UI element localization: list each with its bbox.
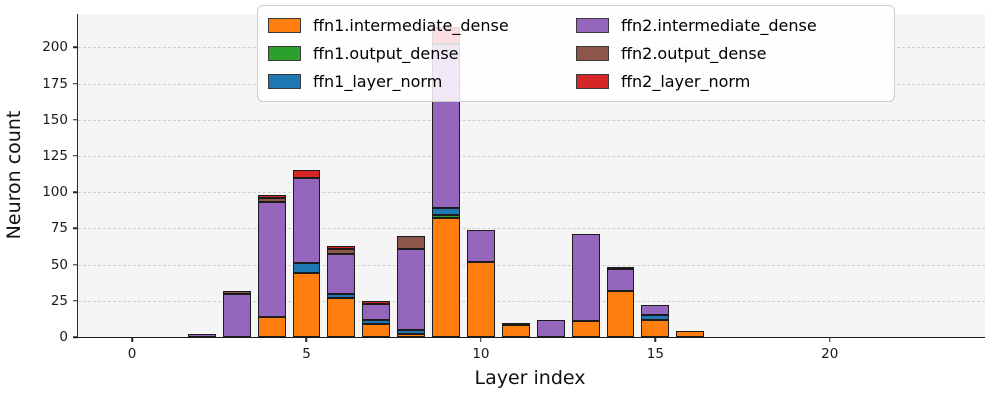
legend-entry: ffn2.output_dense bbox=[576, 44, 884, 63]
y-tick-label: 125 bbox=[42, 147, 68, 164]
legend-entry: ffn1.intermediate_dense bbox=[268, 16, 576, 35]
y-tick-mark bbox=[73, 46, 78, 49]
bar-segment-ffn1.intermediate_dense bbox=[362, 323, 391, 337]
y-tick-label: 100 bbox=[42, 184, 68, 201]
bar-segment-ffn1.intermediate_dense bbox=[292, 273, 321, 337]
legend-entry: ffn2_layer_norm bbox=[576, 72, 884, 91]
legend-swatch-icon bbox=[576, 18, 609, 34]
y-axis-label: Neuron count bbox=[3, 110, 25, 240]
bar-segment-ffn1.intermediate_dense bbox=[466, 261, 495, 337]
bar-segment-ffn1.intermediate_dense bbox=[501, 325, 530, 337]
gridline bbox=[78, 155, 985, 157]
bar-segment-ffn2.output_dense bbox=[397, 235, 426, 249]
x-tick-mark bbox=[829, 337, 831, 342]
x-tick-mark bbox=[305, 337, 308, 342]
bar-segment-ffn2.intermediate_dense bbox=[292, 177, 321, 264]
x-tick-mark bbox=[131, 337, 133, 342]
x-tick-mark bbox=[654, 337, 657, 342]
bar-segment-ffn2.intermediate_dense bbox=[187, 334, 216, 337]
bar-segment-ffn1.intermediate_dense bbox=[397, 334, 426, 337]
bar-segment-ffn2_layer_norm bbox=[257, 195, 286, 198]
bar-segment-ffn2.intermediate_dense bbox=[501, 322, 530, 326]
legend-label: ffn1.output_dense bbox=[313, 43, 459, 63]
legend-entry: ffn1_layer_norm bbox=[268, 72, 576, 91]
legend-swatch-icon bbox=[576, 73, 609, 89]
legend-swatch-icon bbox=[268, 45, 301, 61]
y-tick-label: 200 bbox=[42, 39, 68, 56]
bar-segment-ffn1_layer_norm bbox=[397, 329, 426, 335]
bar-segment-ffn1_layer_norm bbox=[641, 315, 670, 320]
bar-segment-ffn2.intermediate_dense bbox=[222, 293, 251, 337]
bar-segment-ffn1.output_dense bbox=[432, 215, 460, 219]
legend-label: ffn2_layer_norm bbox=[621, 71, 751, 91]
bar-segment-ffn2.intermediate_dense bbox=[257, 202, 286, 317]
bar-segment-ffn1.intermediate_dense bbox=[641, 319, 670, 337]
bar-segment-ffn2.output_dense bbox=[606, 267, 635, 270]
y-tick-label: 25 bbox=[50, 292, 68, 309]
bar-segment-ffn1.intermediate_dense bbox=[432, 218, 460, 337]
bar-segment-ffn2_layer_norm bbox=[327, 245, 356, 249]
y-tick-mark bbox=[73, 336, 78, 338]
y-tick-label: 75 bbox=[50, 220, 68, 237]
bar-segment-ffn2.intermediate_dense bbox=[362, 303, 391, 320]
bar-segment-ffn1_layer_norm bbox=[432, 208, 460, 216]
y-tick-label: 50 bbox=[50, 256, 68, 273]
bar-segment-ffn1_layer_norm bbox=[327, 293, 356, 298]
legend-entry: ffn2.intermediate_dense bbox=[576, 16, 884, 35]
bar-segment-ffn2.intermediate_dense bbox=[571, 234, 600, 322]
x-axis-label: Layer index bbox=[474, 367, 586, 389]
legend-swatch-icon bbox=[268, 73, 301, 89]
x-tick-mark bbox=[480, 337, 482, 342]
legend-swatch-icon bbox=[576, 45, 609, 61]
legend-label: ffn2.output_dense bbox=[621, 43, 767, 63]
bar-segment-ffn1.intermediate_dense bbox=[676, 331, 705, 337]
y-tick-mark bbox=[73, 118, 78, 121]
bar-segment-ffn2_layer_norm bbox=[292, 170, 321, 178]
y-tick-label: 0 bbox=[59, 329, 68, 345]
bar-segment-ffn2_layer_norm bbox=[362, 300, 391, 304]
x-tick-label: 15 bbox=[646, 346, 664, 362]
legend-swatch-icon bbox=[268, 18, 301, 34]
legend-label: ffn1.intermediate_dense bbox=[313, 16, 509, 36]
gridline bbox=[78, 119, 985, 121]
y-tick-mark bbox=[73, 191, 78, 193]
x-tick-label: 20 bbox=[821, 346, 839, 362]
bar-segment-ffn1_layer_norm bbox=[362, 319, 391, 324]
bar-segment-ffn2.intermediate_dense bbox=[606, 268, 635, 291]
bar-segment-ffn2.intermediate_dense bbox=[397, 248, 426, 330]
y-tick-mark bbox=[73, 155, 78, 157]
gridline bbox=[78, 192, 985, 194]
legend-entry: ffn1.output_dense bbox=[268, 44, 576, 63]
gridline bbox=[78, 300, 985, 302]
y-tick-mark bbox=[73, 263, 78, 266]
y-tick-mark bbox=[73, 82, 78, 85]
legend-label: ffn2.intermediate_dense bbox=[621, 16, 817, 36]
y-tick-mark bbox=[73, 300, 78, 302]
bar-segment-ffn2.intermediate_dense bbox=[466, 229, 495, 262]
bar-segment-ffn2.intermediate_dense bbox=[641, 305, 670, 316]
gridline bbox=[78, 264, 985, 266]
y-tick-mark bbox=[73, 227, 78, 230]
bar-segment-ffn1.intermediate_dense bbox=[606, 290, 635, 337]
bar-segment-ffn1.intermediate_dense bbox=[571, 321, 600, 337]
gridline bbox=[78, 228, 985, 230]
x-tick-label: 0 bbox=[127, 346, 137, 362]
bar-segment-ffn1_layer_norm bbox=[292, 263, 321, 274]
bar-segment-ffn1.intermediate_dense bbox=[327, 297, 356, 337]
bar-segment-ffn2.output_dense bbox=[327, 248, 356, 255]
bar-segment-ffn2.intermediate_dense bbox=[327, 254, 356, 294]
legend-label: ffn1_layer_norm bbox=[313, 71, 443, 91]
legend: ffn1.intermediate_dense ffn1.output_dense… bbox=[257, 5, 895, 102]
y-tick-label: 175 bbox=[42, 75, 68, 92]
bar-segment-ffn2.output_dense bbox=[222, 290, 251, 294]
x-tick-label: 10 bbox=[472, 346, 490, 362]
x-tick-label: 5 bbox=[302, 346, 311, 362]
y-tick-label: 150 bbox=[42, 111, 68, 128]
bar-segment-ffn2.intermediate_dense bbox=[536, 319, 565, 337]
bar-segment-ffn1.intermediate_dense bbox=[257, 316, 286, 337]
bar-segment-ffn2.output_dense bbox=[257, 197, 286, 203]
